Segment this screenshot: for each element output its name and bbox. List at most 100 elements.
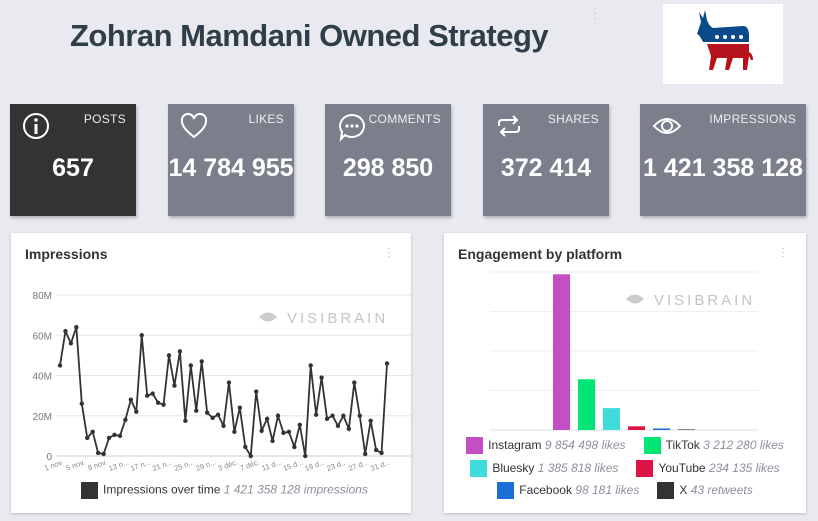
data-point: [204, 410, 210, 415]
data-point: [373, 447, 379, 453]
data-point: [297, 422, 302, 428]
data-point: [166, 353, 172, 358]
kpi-label: IMPRESSIONS: [709, 112, 796, 126]
data-point: [123, 417, 128, 422]
data-point: [106, 435, 112, 441]
info-icon: [23, 113, 49, 139]
legend-swatch: [470, 459, 488, 477]
legend-swatch: [497, 482, 515, 500]
data-point: [183, 418, 188, 423]
legend-swatch: [643, 437, 661, 455]
kpi-value: 657: [52, 154, 94, 182]
page-title: Zohran Mamdani Owned Strategy: [70, 18, 549, 53]
x-tick-label: 15 d...: [282, 457, 305, 473]
data-point: [319, 375, 324, 380]
data-point: [286, 429, 292, 435]
legend-swatch: [657, 482, 675, 500]
data-point: [90, 429, 95, 435]
x-tick-label: 17 n...: [129, 457, 152, 473]
legend-value: 9 854 498 likes: [544, 438, 626, 452]
legend-label: Impressions over time: [103, 482, 221, 497]
bar-x: [678, 429, 695, 430]
data-point: [79, 401, 85, 406]
data-point: [368, 418, 373, 423]
legend-item-youtube[interactable]: YouTube 234 135 likes: [636, 459, 780, 477]
x-tick-label: 25 n...: [173, 457, 196, 473]
share-icon: [498, 115, 520, 137]
legend-swatch: [81, 482, 98, 499]
kpi-label: SHARES: [547, 112, 599, 126]
panel-title: Impressions: [25, 246, 108, 262]
democratic-donkey-logo: [663, 4, 783, 84]
data-point: [292, 444, 297, 450]
data-point: [248, 453, 253, 459]
legend-item-x[interactable]: X 43 retweets: [657, 482, 753, 500]
data-point: [172, 383, 177, 388]
data-point: [346, 426, 352, 432]
legend-row: Facebook 98 181 likes X 43 retweets: [444, 481, 806, 504]
legend-value: 1 385 818 likes: [537, 460, 619, 475]
data-point: [330, 413, 335, 418]
kpi-label: POSTS: [83, 112, 126, 126]
data-point: [177, 349, 183, 354]
bar-instagram: [553, 274, 570, 430]
legend-swatch: [636, 459, 654, 477]
data-point: [379, 450, 384, 456]
kpi-impressions: IMPRESSIONS 1 421 358 128: [640, 104, 806, 216]
data-point: [275, 413, 281, 418]
legend-value: 98 181 likes: [575, 483, 640, 497]
data-point: [95, 450, 101, 456]
data-point: [254, 389, 259, 394]
data-point: [308, 363, 313, 368]
x-tick-label: 3 déc.: [217, 457, 239, 472]
legend-swatch: [466, 437, 484, 455]
x-tick-label: 19 d...: [304, 457, 327, 473]
y-tick-label: 20M: [33, 412, 52, 423]
legend-row: Bluesky 1 385 818 likes YouTube 234 135 l…: [444, 459, 806, 482]
x-tick-label: 9 nov.: [87, 457, 109, 472]
legend-item-instagram[interactable]: Instagram 9 854 498 likes: [466, 437, 626, 455]
more-options-icon[interactable]: · · ·: [593, 1, 597, 25]
impressions-panel: Impressions · · · 0 20M 40M 60M 80M VISIBRAIN 1 …: [11, 233, 411, 513]
data-point: [199, 359, 204, 364]
data-point: [384, 361, 390, 366]
data-point: [139, 333, 144, 338]
legend-item-bluesky[interactable]: Bluesky 1 385 818 likes: [470, 459, 619, 477]
panel-title: Engagement by platform: [458, 246, 623, 262]
x-tick-label: 5 nov.: [65, 457, 87, 472]
data-point: [68, 341, 74, 346]
x-tick-label: 11 d...: [261, 457, 283, 472]
x-tick-label: 31 d...: [369, 457, 392, 473]
legend-item-facebook[interactable]: Facebook 98 181 likes: [497, 482, 640, 500]
eye-icon: [652, 118, 682, 134]
more-options-icon[interactable]: · · ·: [781, 243, 785, 262]
legend-value: 43 retweets: [690, 483, 753, 497]
data-point: [188, 363, 193, 368]
data-point: [335, 423, 341, 429]
y-tick-label: 60M: [33, 331, 52, 342]
data-point: [150, 391, 155, 396]
visibrain-eye-icon: [259, 312, 277, 322]
legend-item-tiktok[interactable]: TikTok 3 212 280 likes: [643, 437, 784, 455]
data-point: [237, 405, 243, 410]
bar-tiktok: [578, 379, 595, 430]
more-options-icon[interactable]: · · ·: [387, 243, 391, 262]
bar-facebook: [653, 428, 670, 430]
data-point: [145, 393, 150, 398]
kpi-posts: POSTS 657: [10, 104, 136, 216]
y-tick-label: 80M: [33, 291, 52, 302]
data-point: [270, 438, 275, 444]
data-point: [74, 325, 79, 330]
kpi-value: 1 421 358 128: [643, 154, 803, 182]
bar-bluesky: [603, 408, 620, 430]
kpi-label: COMMENTS: [368, 112, 441, 126]
data-point: [101, 451, 106, 457]
chart-legend: Impressions over time 1 421 358 128 impr…: [81, 482, 368, 499]
data-point: [210, 415, 215, 420]
data-point: [303, 453, 308, 459]
data-point: [63, 329, 68, 334]
kpi-value: 298 850: [342, 154, 434, 182]
data-point: [155, 400, 161, 405]
visibrain-eye-icon: [626, 294, 644, 304]
